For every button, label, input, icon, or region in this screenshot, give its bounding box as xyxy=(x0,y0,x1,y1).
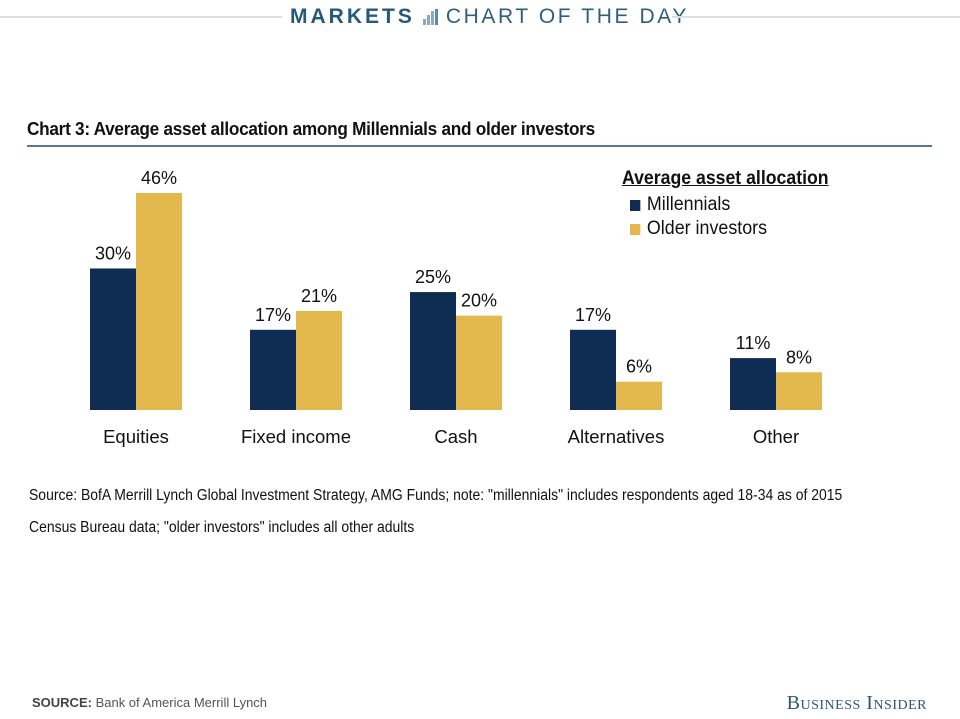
data-label-older-investors-equities: 46% xyxy=(141,168,177,188)
category-label-equities: Equities xyxy=(103,426,169,447)
header-rule-left xyxy=(0,16,282,18)
header-rule-right xyxy=(672,16,960,18)
data-label-millennials-cash: 25% xyxy=(415,267,451,287)
category-label-fixed-income: Fixed income xyxy=(241,426,351,447)
legend-item-millennials: Millennials xyxy=(630,194,831,216)
bar-older-investors-fixed-income xyxy=(296,310,342,410)
title-divider xyxy=(27,145,932,147)
brand-logo: Business Insider xyxy=(786,692,927,714)
data-label-older-investors-other: 8% xyxy=(786,347,812,367)
chart-title: Chart 3: Average asset allocation among … xyxy=(27,118,595,139)
page-header: MARKETS CHART OF THE DAY xyxy=(0,0,960,34)
bar-older-investors-other xyxy=(776,372,822,410)
data-label-older-investors-alternatives: 6% xyxy=(626,357,652,377)
data-label-older-investors-cash: 20% xyxy=(461,291,497,311)
legend-item-older-investors: Older investors xyxy=(630,218,831,240)
bar-older-investors-equities xyxy=(136,193,182,410)
bar-millennials-other xyxy=(730,358,776,410)
bar-millennials-cash xyxy=(410,292,456,410)
footer-source-text: Bank of America Merrill Lynch xyxy=(91,695,268,710)
data-label-older-investors-fixed-income: 21% xyxy=(301,286,337,306)
legend: Average asset allocation Millennials Old… xyxy=(622,168,844,240)
data-label-millennials-other: 11% xyxy=(736,333,771,353)
bar-millennials-equities xyxy=(90,268,136,410)
header-section: MARKETS xyxy=(290,5,415,28)
bar-chart: 30% 46% Equities 17% 21% Fixed income 25% 20% Ca… xyxy=(90,168,822,447)
legend-label-millennials: Millennials xyxy=(646,194,731,215)
header-subtitle: CHART OF THE DAY xyxy=(445,5,689,28)
data-label-millennials-alternatives: 17% xyxy=(575,305,611,325)
source-note-line1: Source: BofA Merrill Lynch Global Invest… xyxy=(29,487,843,504)
legend-swatch-millennials xyxy=(630,199,641,211)
category-label-alternatives: Alternatives xyxy=(568,426,665,447)
source-note-line2: Census Bureau data; "older investors" in… xyxy=(29,519,415,536)
bar-millennials-alternatives xyxy=(570,329,616,410)
bar-older-investors-alternatives xyxy=(616,381,662,410)
header-title: MARKETS CHART OF THE DAY xyxy=(290,5,689,29)
category-label-other: Other xyxy=(753,426,799,447)
footer-source-label: SOURCE: xyxy=(32,695,92,710)
data-label-millennials-equities: 30% xyxy=(95,243,131,263)
legend-swatch-older-investors xyxy=(630,223,641,235)
footer-source: SOURCE: Bank of America Merrill Lynch xyxy=(32,695,267,710)
bar-millennials-fixed-income xyxy=(250,329,296,410)
legend-title: Average asset allocation xyxy=(622,168,829,189)
bar-chart-icon xyxy=(422,9,438,25)
category-label-cash: Cash xyxy=(434,426,477,447)
data-label-millennials-fixed-income: 17% xyxy=(255,305,291,325)
bar-older-investors-cash xyxy=(456,315,502,410)
legend-label-older-investors: Older investors xyxy=(646,218,768,239)
